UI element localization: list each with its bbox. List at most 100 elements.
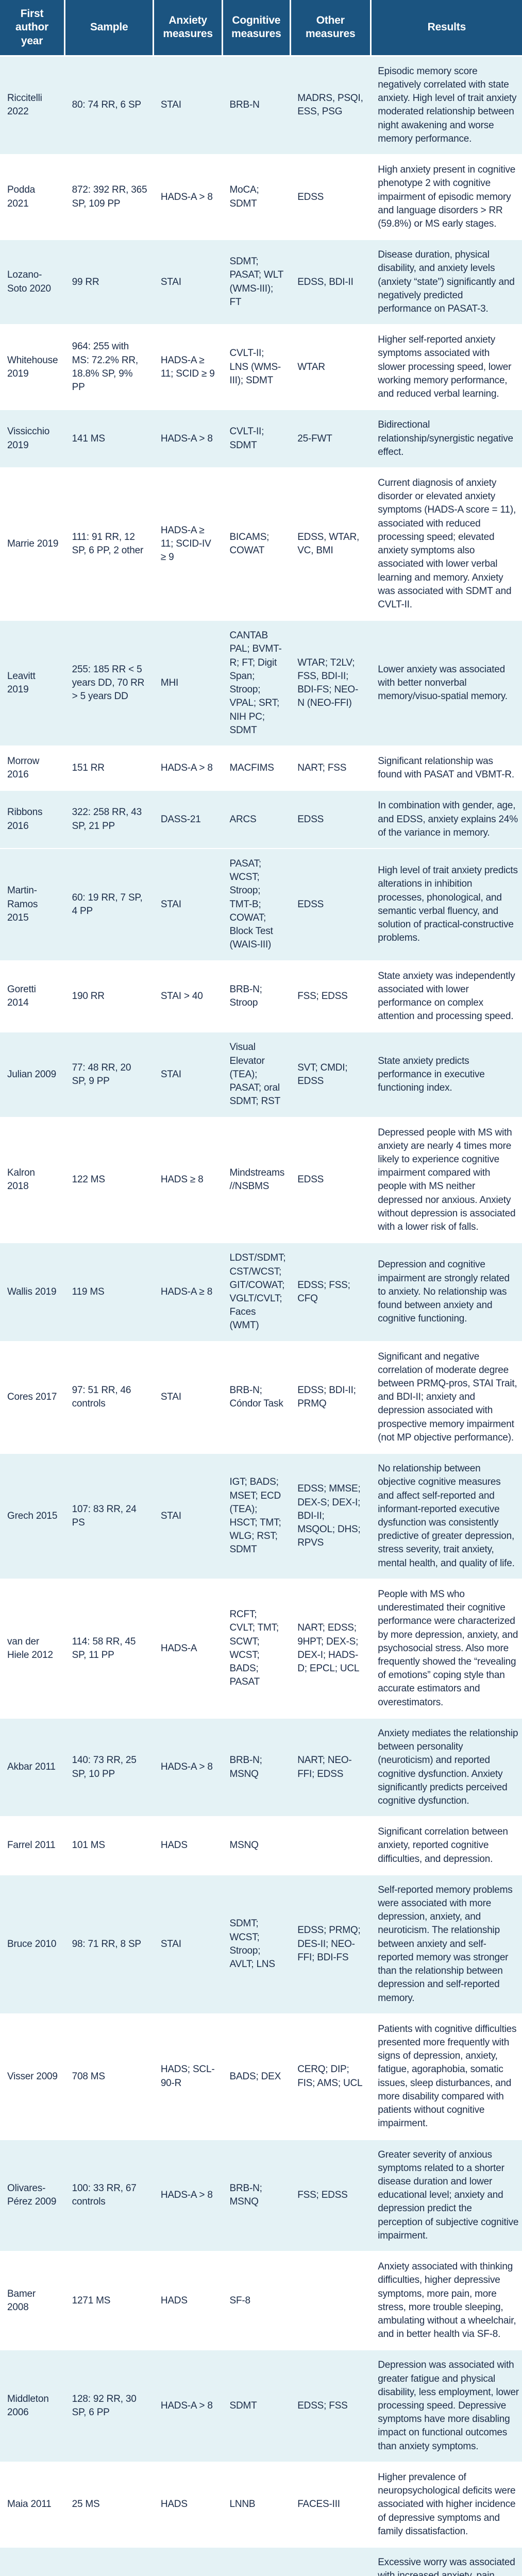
table-row: Bruce 2010 98: 71 RR, 8 SP STAI SDMT; WC…	[0, 1874, 522, 2014]
cell-other-measures: WTAR	[290, 324, 371, 410]
cell-anxiety-measures: HADS-A ≥ 8	[153, 1242, 223, 1342]
cell-anxiety-measures: HADS-A ≥ 11; SCID-IV ≥ 9	[153, 467, 223, 621]
table-row: Morrow 2016 151 RR HADS-A > 8 MACFIMS NA…	[0, 745, 522, 791]
cell-sample: 97: 51 RR, 46 controls	[64, 1341, 154, 1454]
cell-anxiety-measures: HADS ≥ 8	[153, 1116, 223, 1243]
cell-other-measures: EDSS	[290, 154, 371, 240]
cell-first-author-year: Morrow 2016	[0, 745, 65, 791]
cell-cognitive-measures: MACFIMS	[222, 745, 291, 791]
table-row: Vissicchio 2019 141 MS HADS-A > 8 CVLT-I…	[0, 409, 522, 468]
cell-first-author-year: van der Hiele 2012	[0, 1578, 65, 1718]
cell-other-measures: EDSS, WTAR, VC, BMI	[290, 467, 371, 621]
cell-results: People with MS who underestimated their …	[371, 1578, 522, 1718]
cell-other-measures: FACES-III	[290, 2461, 371, 2547]
cell-sample: 128: 92 RR, 30 SP, 6 PP	[64, 2349, 154, 2462]
cell-results: Self-reported memory problems were assoc…	[371, 1874, 522, 2014]
table-row: Whitehouse 2019 964: 255 with MS: 72.2% …	[0, 324, 522, 410]
cell-sample: 190 RR	[64, 960, 154, 1032]
cell-sample: 114: 58 RR, 45 SP, 11 PP	[64, 1578, 154, 1718]
cell-first-author-year: Visser 2009	[0, 2013, 65, 2140]
cell-sample: 95: 39 RR, 11 SP	[64, 2547, 154, 2576]
cell-sample: 141 MS	[64, 409, 154, 468]
cell-first-author-year: Kalron 2018	[0, 1116, 65, 1243]
cell-other-measures: NART; FSS	[290, 745, 371, 791]
cell-cognitive-measures: IGT; BADS; MSET; ECD (TEA); HSCT; TMT; W…	[222, 1453, 291, 1579]
cell-cognitive-measures: Visual Elevator (TEA); PASAT; oral SDMT;…	[222, 1031, 291, 1117]
cell-first-author-year: Wallis 2019	[0, 1242, 65, 1342]
cell-cognitive-measures: BRB-N; Stroop	[222, 960, 291, 1032]
cell-sample: 1271 MS	[64, 2251, 154, 2350]
cell-other-measures: WTAR; T2LV; FSS, BDI-II; BDI-FS; NEO-N (…	[290, 620, 371, 746]
cell-first-author-year: Julian 2009	[0, 1031, 65, 1117]
table-row: Farrel 2011 101 MS HADS MSNQ Significant…	[0, 1816, 522, 1875]
cell-results: Greater severity of anxious symptoms rel…	[371, 2139, 522, 2252]
cell-first-author-year: Ribbons 2016	[0, 790, 65, 849]
cell-other-measures: EDSS	[290, 1116, 371, 1243]
cell-results: Lower anxiety was associated with better…	[371, 620, 522, 746]
cell-other-measures: MADRS, PSQI, ESS, PSG	[290, 55, 371, 155]
cell-sample: 77: 48 RR, 20 SP, 9 PP	[64, 1031, 154, 1117]
column-header-results: Results	[371, 0, 522, 57]
cell-results: High anxiety present in cognitive phenot…	[371, 154, 522, 240]
cell-first-author-year: Bamer 2008	[0, 2251, 65, 2350]
cell-anxiety-measures: STAI	[153, 1453, 223, 1579]
cell-results: State anxiety predicts performance in ex…	[371, 1031, 522, 1117]
cell-cognitive-measures: BRB-N	[222, 55, 291, 155]
cell-first-author-year: Akbar 2011	[0, 1717, 65, 1817]
cell-anxiety-measures: HADS-A > 8	[153, 2139, 223, 2252]
cell-sample: 99 RR	[64, 239, 154, 325]
column-header-first-author-year: First author year	[0, 0, 66, 57]
cell-results: Patients with cognitive difficulties pre…	[371, 2013, 522, 2140]
cell-cognitive-measures: CVLT-II; LNS (WMS-III); SDMT	[222, 324, 291, 410]
table-row: Olivares-Pérez 2009 100: 33 RR, 67 contr…	[0, 2139, 522, 2252]
cell-cognitive-measures: MSNQ	[222, 1816, 291, 1875]
cell-sample: 322: 258 RR, 43 SP, 21 PP	[64, 790, 154, 849]
cell-cognitive-measures: BICAMS; COWAT	[222, 467, 291, 621]
table-row: Goretti 2014 190 RR STAI > 40 BRB-N; Str…	[0, 960, 522, 1032]
cell-anxiety-measures: PSWQ > 45; STAI 20-80	[153, 2547, 223, 2576]
cell-sample: 98: 71 RR, 8 SP	[64, 1874, 154, 2014]
cell-sample: 80: 74 RR, 6 SP	[64, 55, 154, 155]
table-row: Grech 2015 107: 83 RR, 24 PS STAI IGT; B…	[0, 1453, 522, 1579]
cell-anxiety-measures: HADS-A > 8	[153, 409, 223, 468]
cell-results: Higher prevalence of neuropsychological …	[371, 2461, 522, 2547]
cell-results: Episodic memory score negatively correla…	[371, 55, 522, 155]
cell-anxiety-measures: MHI	[153, 620, 223, 746]
cell-first-author-year: Podda 2021	[0, 154, 65, 240]
cell-anxiety-measures: HADS-A ≥ 11; SCID ≥ 9	[153, 324, 223, 410]
cell-sample: 100: 33 RR, 67 controls	[64, 2139, 154, 2252]
cell-results: Depression and cognitive impairment are …	[371, 1242, 522, 1342]
cell-results: Bidirectional relationship/synergistic n…	[371, 409, 522, 468]
table-row: Bruce 2009 95: 39 RR, 11 SP PSWQ > 45; S…	[0, 2547, 522, 2576]
cell-sample: 140: 73 RR, 25 SP, 10 PP	[64, 1717, 154, 1817]
cell-cognitive-measures: CVLT-II; SDMT	[222, 409, 291, 468]
cell-other-measures: FSS; EDSS	[290, 960, 371, 1032]
cell-sample: 60: 19 RR, 7 SP, 4 PP	[64, 848, 154, 961]
cell-sample: 107: 83 RR, 24 PS	[64, 1453, 154, 1579]
cell-sample: 964: 255 with MS: 72.2% RR, 18.8% SP, 9%…	[64, 324, 154, 410]
table-row: Cores 2017 97: 51 RR, 46 controls STAI B…	[0, 1341, 522, 1454]
cell-sample: 708 MS	[64, 2013, 154, 2140]
cell-results: Higher self-reported anxiety symptoms as…	[371, 324, 522, 410]
cell-sample: 101 MS	[64, 1816, 154, 1875]
cell-sample: 111: 91 RR, 12 SP, 6 PP, 2 other	[64, 467, 154, 621]
table-row: Visser 2009 708 MS HADS; SCL-90-R BADS; …	[0, 2013, 522, 2140]
cell-first-author-year: Whitehouse 2019	[0, 324, 65, 410]
cell-other-measures: EDSS; BDI-II; PRMQ	[290, 1341, 371, 1454]
cell-cognitive-measures: SDMT	[222, 2349, 291, 2462]
cell-sample: 872: 392 RR, 365 SP, 109 PP	[64, 154, 154, 240]
cell-sample: 119 MS	[64, 1242, 154, 1342]
table-row: Akbar 2011 140: 73 RR, 25 SP, 10 PP HADS…	[0, 1717, 522, 1817]
cell-other-measures: EDSS; PRMQ; DES-II; NEO-FFI; BDI-FS	[290, 1874, 371, 2014]
cell-cognitive-measures: RCFT; CVLT; TMT; SCWT; WCST; BADS; PASAT	[222, 1578, 291, 1718]
cell-results: No relationship between objective cognit…	[371, 1453, 522, 1579]
cell-cognitive-measures: LNNB	[222, 2461, 291, 2547]
cell-cognitive-measures: Mindstreams //NSBMS	[222, 1116, 291, 1243]
table-row: Wallis 2019 119 MS HADS-A ≥ 8 LDST/SDMT;…	[0, 1242, 522, 1342]
cell-first-author-year: Goretti 2014	[0, 960, 65, 1032]
table-row: van der Hiele 2012 114: 58 RR, 45 SP, 11…	[0, 1578, 522, 1718]
cell-cognitive-measures: LDST/SDMT; CST/WCST; GIT/COWAT; VGLT/CVL…	[222, 1242, 291, 1342]
table-row: Riccitelli 2022 80: 74 RR, 6 SP STAI BRB…	[0, 55, 522, 155]
cell-cognitive-measures: BRB-N; MSNQ	[222, 2139, 291, 2252]
